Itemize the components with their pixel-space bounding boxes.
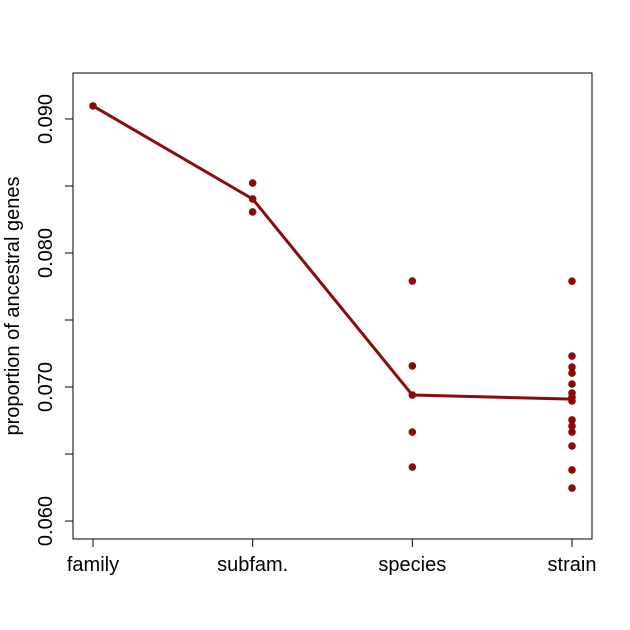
y-axis-label: proportion of ancestral genes — [2, 176, 24, 435]
data-point — [568, 369, 576, 377]
data-point — [408, 277, 417, 285]
data-point — [568, 442, 576, 450]
mean-line — [92, 104, 573, 401]
x-tick-label: subfam. — [217, 554, 288, 576]
data-point — [568, 352, 576, 360]
data-point — [568, 363, 576, 371]
y-tick-label: 0.070 — [35, 362, 57, 412]
data-point — [408, 391, 417, 399]
x-tick-label: species — [378, 554, 446, 576]
data-point — [568, 380, 576, 388]
data-point — [568, 397, 576, 405]
data-point — [568, 277, 576, 285]
data-point — [408, 362, 417, 370]
y-tick-label: 0.090 — [35, 94, 57, 144]
data-point — [568, 422, 576, 430]
x-tick-label: family — [67, 554, 119, 576]
plot-box — [72, 72, 593, 540]
data-point — [568, 484, 576, 492]
data-point — [408, 428, 417, 436]
data-point — [408, 463, 417, 471]
data-point — [568, 428, 576, 436]
data-point — [89, 102, 97, 110]
data-point — [248, 195, 257, 203]
x-tick-label: strain — [548, 554, 597, 576]
data-point — [248, 179, 257, 187]
data-point — [568, 416, 576, 424]
data-point — [568, 466, 576, 474]
data-point — [248, 208, 257, 216]
y-tick-label: 0.060 — [35, 496, 57, 546]
y-tick-label: 0.080 — [35, 228, 57, 278]
